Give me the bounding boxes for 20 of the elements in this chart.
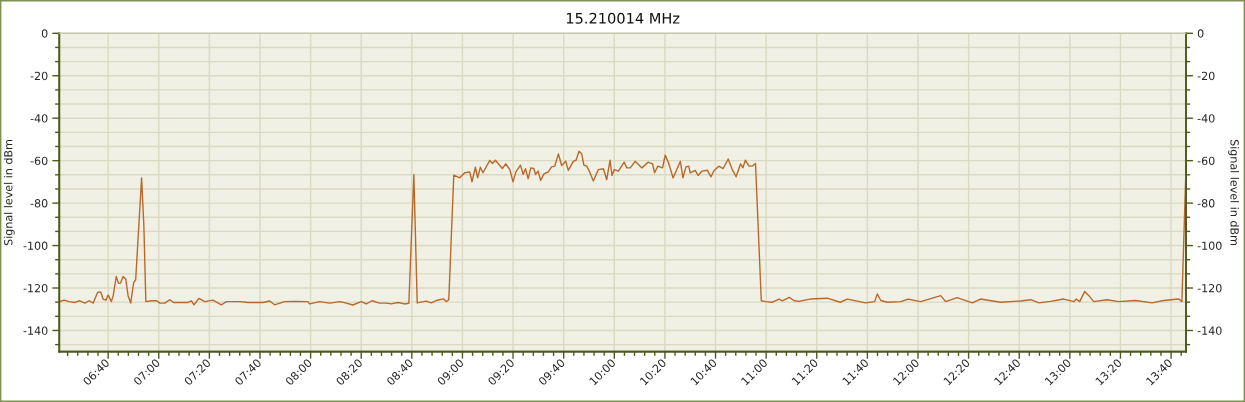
chart-title: 15.210014 MHz bbox=[566, 12, 680, 24]
y-tick-label: -60 bbox=[30, 156, 48, 166]
y-tick-label: -100 bbox=[23, 241, 48, 250]
y2-tick-label: -80 bbox=[1197, 199, 1215, 208]
y2-tick-label: -120 bbox=[1197, 283, 1222, 293]
y2-axis-title: Signal level in dBm bbox=[1228, 139, 1239, 245]
y-tick-label: 0 bbox=[41, 29, 48, 38]
y-tick-label: -120 bbox=[23, 283, 48, 293]
y-tick-label: -20 bbox=[30, 71, 48, 81]
y2-tick-label: -20 bbox=[1197, 71, 1215, 81]
y2-tick-label: -40 bbox=[1197, 114, 1215, 123]
y2-tick-label: 0 bbox=[1197, 29, 1204, 38]
y2-tick-label: -100 bbox=[1197, 241, 1222, 250]
line-series bbox=[59, 150, 1186, 306]
y-tick-label: -40 bbox=[30, 114, 48, 123]
y-tick-label: -140 bbox=[23, 326, 48, 335]
y-axis-title: Signal level in dBm bbox=[3, 140, 15, 246]
y2-tick-label: -140 bbox=[1197, 326, 1222, 335]
y2-tick-label: -60 bbox=[1197, 156, 1215, 166]
y-tick-label: -80 bbox=[30, 199, 48, 208]
